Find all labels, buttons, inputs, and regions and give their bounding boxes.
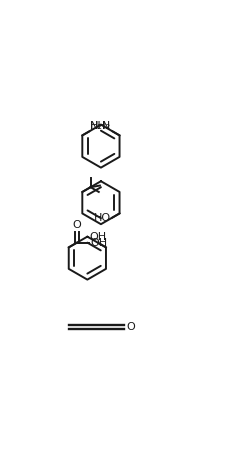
Text: HO: HO <box>94 213 111 223</box>
Text: H₂N: H₂N <box>90 121 112 131</box>
Text: OH: OH <box>90 232 107 242</box>
Text: O: O <box>73 220 81 230</box>
Text: NH₂: NH₂ <box>90 121 112 131</box>
Text: O: O <box>126 322 135 332</box>
Text: OH: OH <box>90 238 107 248</box>
